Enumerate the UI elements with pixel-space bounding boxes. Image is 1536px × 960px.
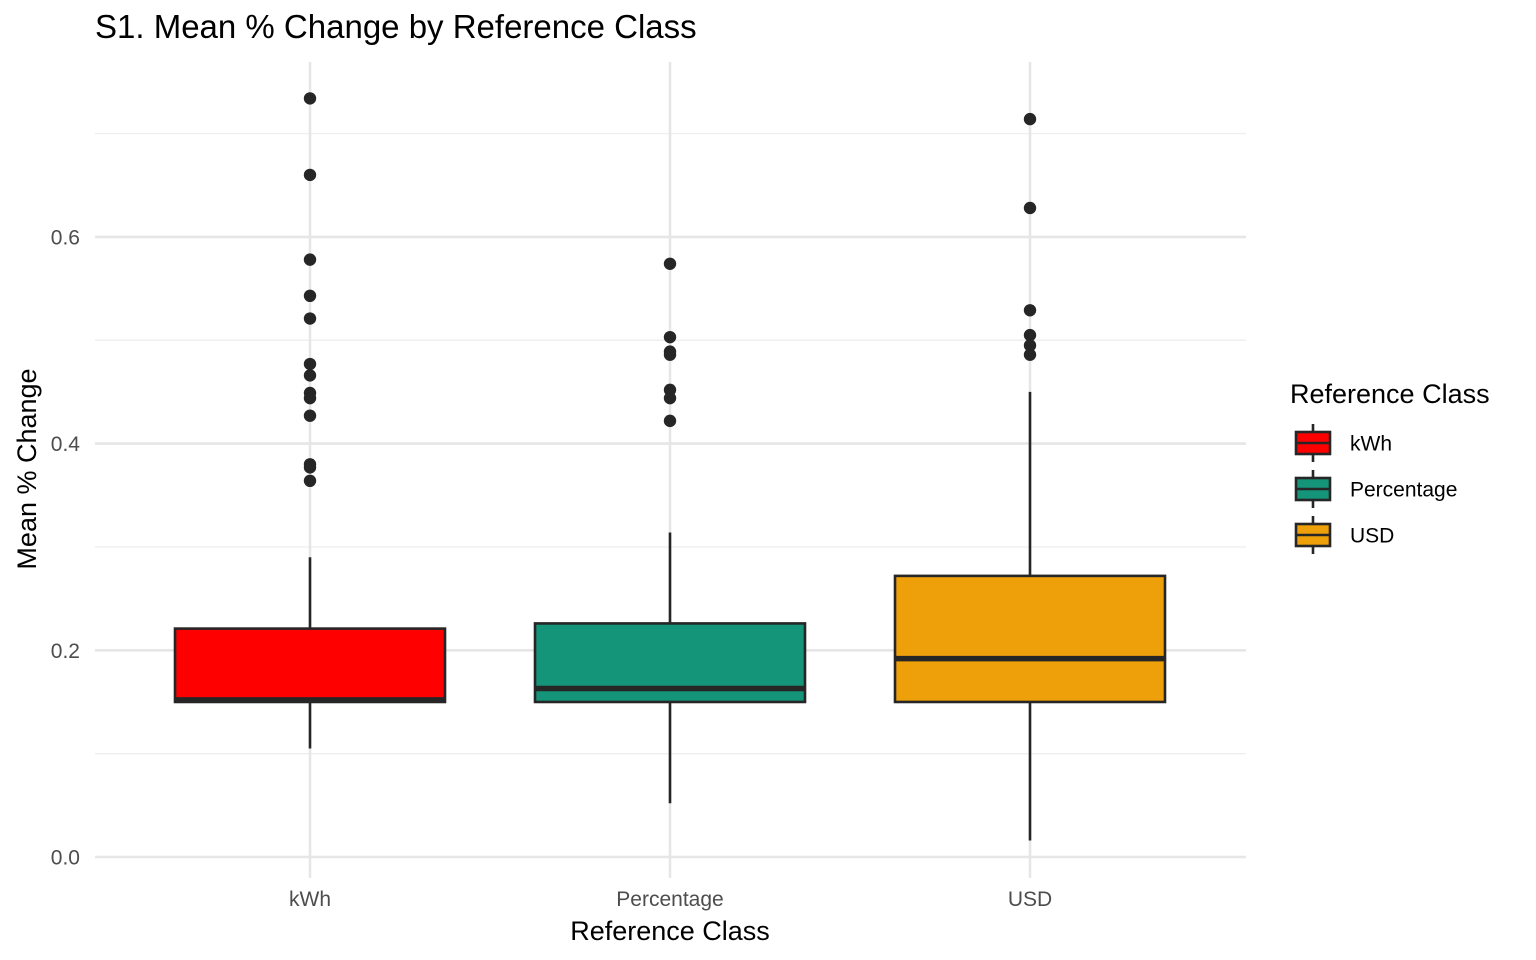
boxplot-usd bbox=[893, 112, 1167, 841]
y-axis-title: Mean % Change bbox=[12, 368, 42, 569]
outlier-point bbox=[303, 474, 317, 488]
legend-label: USD bbox=[1350, 525, 1394, 548]
axis-ticks: 0.0 0.2 0.4 0.6 kWh Percentage USD bbox=[51, 226, 1052, 911]
outlier-point bbox=[303, 357, 317, 371]
outlier-point bbox=[303, 289, 317, 303]
outlier-point bbox=[303, 461, 317, 474]
outlier-point bbox=[303, 391, 317, 405]
outlier-point bbox=[663, 391, 677, 405]
x-tick-label-percentage: Percentage bbox=[616, 888, 723, 911]
boxplot-percentage bbox=[533, 257, 807, 804]
box-iqr bbox=[173, 627, 447, 704]
y-tick-label: 0.2 bbox=[51, 640, 80, 663]
outlier-point bbox=[303, 369, 317, 382]
outlier-point bbox=[303, 168, 317, 182]
outlier-point bbox=[303, 409, 317, 422]
outlier-point bbox=[663, 330, 677, 344]
box-plots bbox=[173, 92, 1167, 841]
legend-item-kwh: kWh bbox=[1294, 424, 1392, 462]
outlier-point bbox=[1023, 348, 1037, 361]
x-tick-label-kwh: kWh bbox=[289, 888, 331, 911]
legend-item-percentage: Percentage bbox=[1294, 470, 1457, 508]
outlier-point bbox=[1023, 339, 1037, 352]
x-tick-label-usd: USD bbox=[1008, 888, 1052, 911]
legend-label: Percentage bbox=[1350, 479, 1457, 502]
legend-label: kWh bbox=[1350, 433, 1392, 456]
outlier-point bbox=[663, 414, 677, 428]
outlier-point bbox=[1023, 201, 1037, 215]
legend-item-usd: USD bbox=[1294, 516, 1394, 554]
outlier-point bbox=[303, 92, 317, 105]
box-iqr bbox=[893, 574, 1167, 704]
y-tick-label: 0.0 bbox=[51, 847, 80, 870]
y-tick-label: 0.4 bbox=[51, 433, 81, 456]
outlier-point bbox=[303, 253, 317, 266]
outlier-point bbox=[1023, 328, 1037, 342]
outlier-point bbox=[1023, 112, 1037, 126]
y-tick-label: 0.6 bbox=[51, 226, 80, 249]
legend: kWh Percentage USD bbox=[1294, 424, 1457, 554]
outlier-point bbox=[663, 257, 677, 270]
legend-title: Reference Class bbox=[1290, 379, 1490, 409]
boxplot-kwh bbox=[173, 92, 447, 749]
x-axis-title: Reference Class bbox=[570, 916, 770, 946]
outlier-point bbox=[1023, 304, 1037, 317]
outlier-point bbox=[663, 348, 677, 361]
outlier-point bbox=[303, 312, 317, 325]
chart-title: S1. Mean % Change by Reference Class bbox=[95, 8, 697, 45]
